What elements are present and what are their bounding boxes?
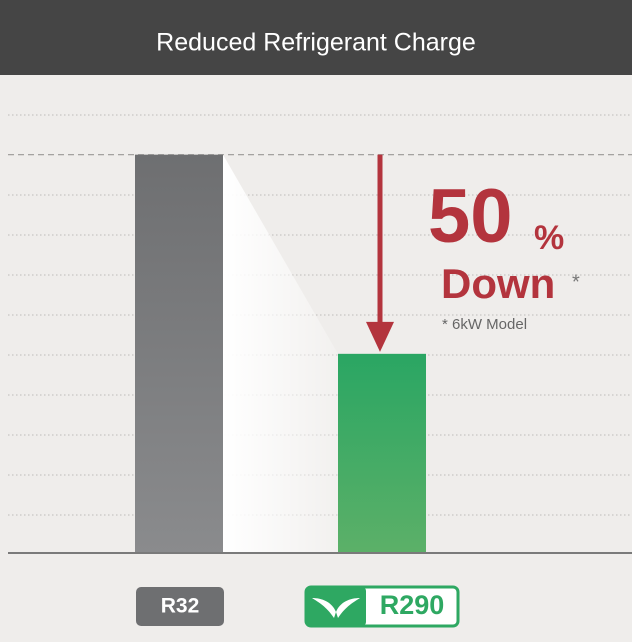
- x-tick-label: R32: [161, 595, 200, 618]
- shade: [223, 154, 338, 553]
- annotation-footnote: * 6kW Model: [442, 316, 527, 333]
- leaf-box: [306, 587, 366, 626]
- x-tick-label: R290: [380, 590, 445, 620]
- bar: [338, 353, 426, 553]
- label-box: [136, 587, 224, 626]
- annotation-number: 50: [428, 174, 513, 259]
- annotation-asterisk: *: [572, 271, 580, 293]
- chart-title: Reduced Refrigerant Charge: [156, 29, 476, 57]
- bar: [135, 154, 223, 553]
- arrow-head: [366, 321, 394, 352]
- annotation-unit: %: [534, 219, 564, 257]
- leaf-icon: [312, 598, 360, 618]
- title-bar: [0, 0, 632, 75]
- annotation-text: Down: [441, 260, 555, 307]
